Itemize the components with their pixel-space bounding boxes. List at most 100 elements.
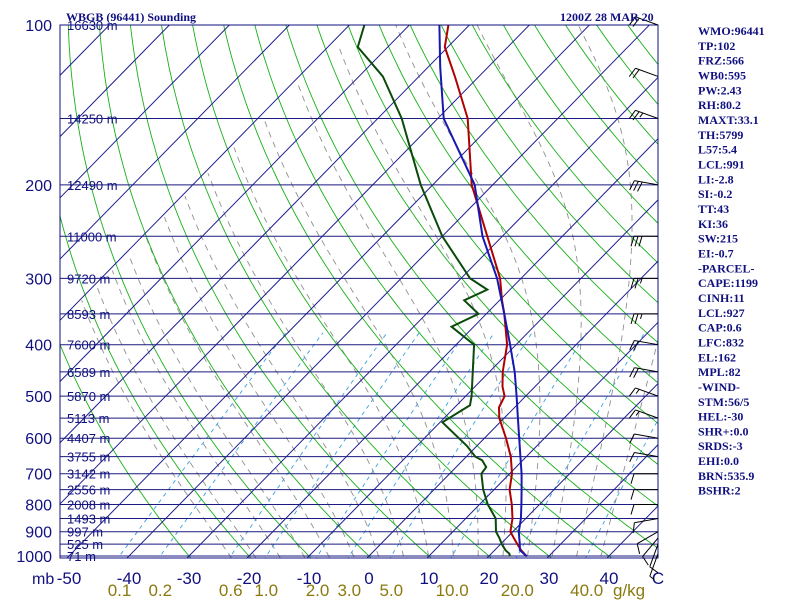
wind-barb-half-flag [640, 278, 643, 284]
height-label: 12490 m [67, 178, 118, 193]
dry-adiabat [409, 25, 658, 344]
wind-barb [649, 544, 659, 574]
height-label: 2556 m [67, 483, 110, 498]
height-label: 2008 m [67, 498, 110, 513]
temperature-tick-label: -20 [237, 569, 262, 588]
pressure-unit-label: mb [32, 571, 54, 588]
dewpoint-trace [356, 25, 512, 557]
wind-barb-flag [628, 409, 636, 419]
wind-barb-staff [649, 553, 659, 577]
plot-area [60, 25, 658, 558]
index-entry: TH:5799 [698, 128, 743, 142]
mixing-ratio-line [515, 332, 645, 558]
height-labels: 16630 m 14250 m 12490 m 11000 m 9720 m 8593 m… [67, 18, 118, 564]
wind-barb [649, 553, 659, 580]
wind-barb [630, 504, 658, 515]
moist-adiabat [128, 253, 306, 558]
mixing-ratio-tick-label: 40.0 [570, 581, 603, 600]
wind-barb-flag [632, 17, 640, 27]
dry-adiabats [60, 25, 658, 558]
sounding-traces [356, 25, 528, 558]
isotherm [60, 25, 411, 383]
index-entry: SRDS:-3 [698, 439, 743, 453]
temperature-axis: -50 -40 -30 -20 -10 0 10 20 30 40 C [57, 569, 664, 588]
moist-adiabat [164, 216, 355, 558]
wind-barb-flag [630, 313, 635, 325]
temperature-tick-label: 30 [540, 569, 559, 588]
wind-barb [630, 313, 658, 325]
temperature-tick-label: 10 [420, 569, 439, 588]
wind-barb [629, 180, 659, 192]
height-label: 5870 m [67, 389, 110, 404]
height-label: 4407 m [67, 431, 110, 446]
temperature-tick-label: 20 [480, 569, 499, 588]
wind-barb-half-flag [640, 313, 643, 320]
index-entry: CAP:0.6 [698, 321, 742, 335]
wind-barb-flag [629, 452, 635, 463]
pressure-tick-label: 100 [25, 18, 52, 35]
height-label: 9720 m [67, 271, 110, 286]
index-entry: WB0:595 [698, 68, 746, 82]
wind-barb-flag [630, 473, 635, 484]
wind-barb-flag [629, 367, 635, 378]
mixing-ratio-line [389, 332, 533, 558]
wind-barb-flag [634, 236, 639, 247]
height-label: 3755 m [67, 450, 110, 465]
dry-adiabat [285, 25, 658, 507]
mixing-ratio-line [264, 332, 420, 558]
index-entry: SHR+:0.0 [698, 424, 749, 438]
isotherm [546, 444, 658, 558]
dry-adiabat [60, 213, 252, 558]
index-entry: -PARCEL- [698, 261, 754, 275]
moist-adiabat [599, 338, 658, 558]
wind-barb [629, 367, 659, 378]
height-label: 997 m [67, 525, 103, 540]
wind-barb [630, 473, 658, 484]
datetime-label: 1200Z 28 MAR 20 [560, 10, 654, 24]
dry-adiabat [378, 25, 658, 384]
pressure-tick-label: 500 [25, 389, 52, 406]
moist-adiabat [476, 25, 582, 558]
index-entry: MAXT:33.1 [698, 113, 759, 127]
wind-barb [628, 67, 659, 79]
isotherm [306, 199, 658, 558]
wind-barb [628, 16, 659, 27]
wind-barb-flag [633, 181, 639, 191]
mixing-ratio-tick-label: 0.2 [148, 581, 172, 600]
height-label: 1493 m [67, 512, 110, 527]
wind-barb-flag [649, 566, 659, 574]
mixing-ratio-line [158, 332, 324, 558]
mixing-ratio-lines [117, 332, 658, 558]
wind-barb [632, 518, 659, 534]
temperature-tick-label: -10 [297, 569, 322, 588]
index-entry: RH:80.2 [698, 98, 741, 112]
wind-barb [630, 489, 658, 500]
wind-barb-half-flag [639, 112, 644, 118]
station-title: WBGB (96441) Sounding [66, 10, 196, 24]
dry-adiabat [67, 25, 312, 558]
temperature-tick-label: -40 [117, 569, 142, 588]
index-entry: LI:-2.8 [698, 172, 734, 186]
dry-adiabat [254, 25, 658, 549]
wind-barb [629, 433, 659, 444]
wind-barb-flag [628, 109, 636, 119]
wind-barb [629, 340, 659, 351]
wind-barb-flag [632, 522, 635, 534]
height-label: 71 m [67, 549, 96, 564]
isotherm [60, 25, 471, 444]
moist-adiabat [298, 85, 479, 558]
wind-barb-half-flag [649, 575, 655, 580]
index-entry: EI:-0.7 [698, 246, 734, 260]
moist-adiabat [395, 25, 541, 558]
pressure-tick-label: 400 [25, 338, 52, 355]
dry-adiabat [316, 25, 658, 466]
height-label: 11000 m [67, 229, 117, 244]
index-entry: MPL:82 [698, 365, 741, 379]
isotherm [60, 25, 171, 138]
isotherm [60, 25, 291, 260]
mixing-ratio-tick-label: 0.6 [219, 581, 243, 600]
wind-barbs [628, 16, 659, 580]
moist-adiabat [233, 147, 430, 558]
mixing-ratio-tick-label: 10.0 [436, 581, 469, 600]
wind-barb [628, 387, 659, 397]
